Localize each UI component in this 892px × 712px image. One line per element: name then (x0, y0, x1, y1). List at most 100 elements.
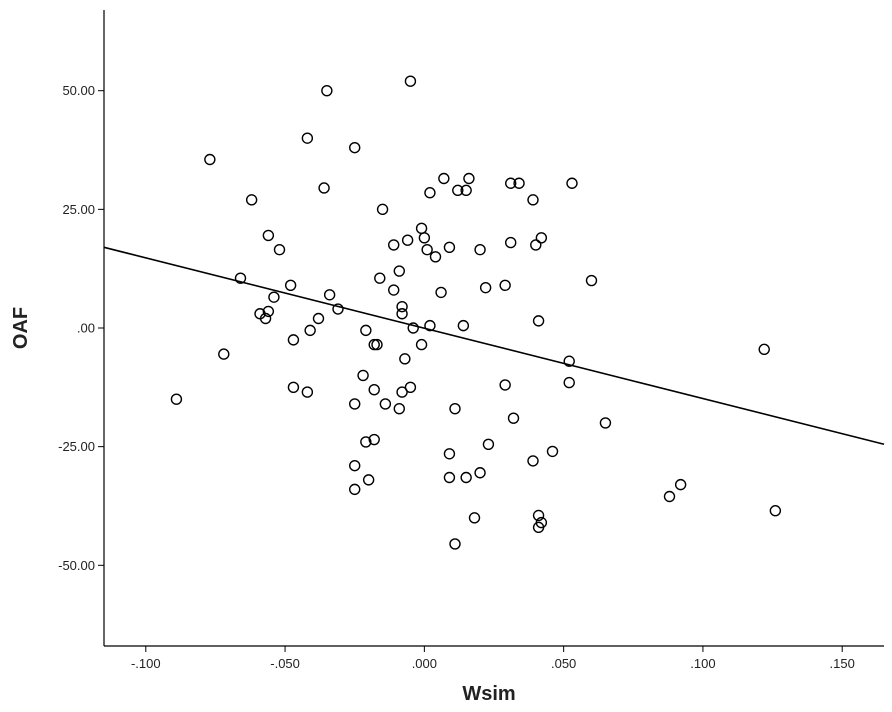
data-point (460, 184, 472, 197)
data-point (376, 203, 389, 216)
data-point (563, 355, 575, 367)
data-point (170, 393, 183, 405)
x-tick-label: .100 (690, 656, 715, 671)
data-point (527, 455, 539, 467)
data-point (321, 84, 333, 97)
data-point (452, 184, 464, 197)
x-tick-label: -.100 (131, 656, 161, 671)
data-point (674, 478, 687, 491)
data-point (474, 243, 486, 256)
data-point (563, 376, 575, 389)
data-point (505, 236, 517, 249)
data-point (393, 402, 405, 415)
data-point (312, 312, 325, 325)
data-point (418, 232, 431, 244)
data-point (371, 338, 383, 351)
data-point (368, 433, 380, 446)
data-point (388, 239, 400, 251)
data-point (360, 436, 372, 448)
data-point (349, 398, 361, 410)
data-point (262, 305, 275, 318)
data-point (424, 319, 436, 332)
data-point (379, 398, 392, 410)
data-point (332, 303, 344, 315)
data-point (513, 177, 525, 189)
data-point (443, 471, 456, 484)
data-point (396, 386, 408, 398)
data-point (396, 308, 408, 320)
data-point (234, 272, 247, 284)
data-point (287, 381, 300, 394)
data-point (474, 467, 486, 479)
data-point (527, 194, 539, 206)
x-ticks: -.100 -.050 .000 .050 .100 .150 (131, 646, 855, 671)
data-point (318, 182, 330, 194)
data-point (429, 251, 442, 263)
data-point (301, 386, 314, 398)
data-point (349, 483, 361, 496)
data-point (415, 338, 428, 351)
data-point (479, 281, 492, 294)
data-point (407, 322, 419, 334)
data-point (262, 229, 275, 242)
data-point (443, 448, 456, 460)
data-point (393, 265, 405, 277)
data-point (357, 369, 369, 382)
data-point (404, 75, 417, 87)
data-point (566, 177, 578, 189)
data-point (663, 490, 676, 503)
data-point (535, 232, 548, 244)
data-point (362, 474, 375, 486)
data-point (435, 286, 447, 299)
x-tick-label: -.050 (270, 656, 300, 671)
y-tick-label: -50.00 (58, 558, 95, 573)
data-point (399, 353, 411, 365)
data-point (599, 417, 612, 429)
y-tick-label: -25.00 (58, 439, 95, 454)
data-point (482, 438, 495, 450)
data-point (532, 315, 545, 327)
data-point (268, 291, 280, 303)
data-point (449, 402, 461, 415)
data-point (463, 172, 475, 185)
data-point (449, 538, 461, 550)
data-point (284, 279, 297, 291)
data-point (401, 234, 414, 246)
data-points (170, 75, 782, 550)
x-tick-label: .050 (551, 656, 576, 671)
x-tick-label: .000 (412, 656, 437, 671)
data-point (368, 384, 380, 396)
data-point (218, 348, 230, 360)
data-point (388, 284, 400, 296)
data-point (532, 509, 545, 522)
y-tick-label: 50.00 (62, 83, 95, 98)
data-point (349, 459, 361, 472)
data-point (438, 172, 450, 185)
data-point (769, 505, 782, 517)
data-point (404, 381, 417, 394)
fit-line (103, 246, 885, 446)
data-point (443, 241, 456, 254)
data-point (507, 412, 520, 424)
data-point (396, 300, 408, 313)
data-point (360, 324, 372, 337)
y-ticks: 50.00 25.00 .00 -25.00 -50.00 (58, 83, 104, 573)
data-point (304, 324, 316, 337)
data-point (585, 274, 598, 287)
y-tick-label: .00 (77, 321, 95, 336)
data-point (204, 153, 216, 166)
data-point (259, 312, 272, 325)
x-axis-title: Wsim (462, 683, 515, 705)
y-axis-title: OAF (10, 307, 32, 349)
data-point (468, 512, 481, 524)
data-point (301, 132, 314, 144)
data-point (287, 334, 300, 346)
data-point (323, 289, 336, 301)
data-point (546, 445, 559, 458)
data-point (368, 338, 380, 351)
data-point (530, 239, 542, 251)
data-point (415, 222, 428, 235)
data-point (374, 272, 386, 284)
data-point (535, 516, 548, 529)
